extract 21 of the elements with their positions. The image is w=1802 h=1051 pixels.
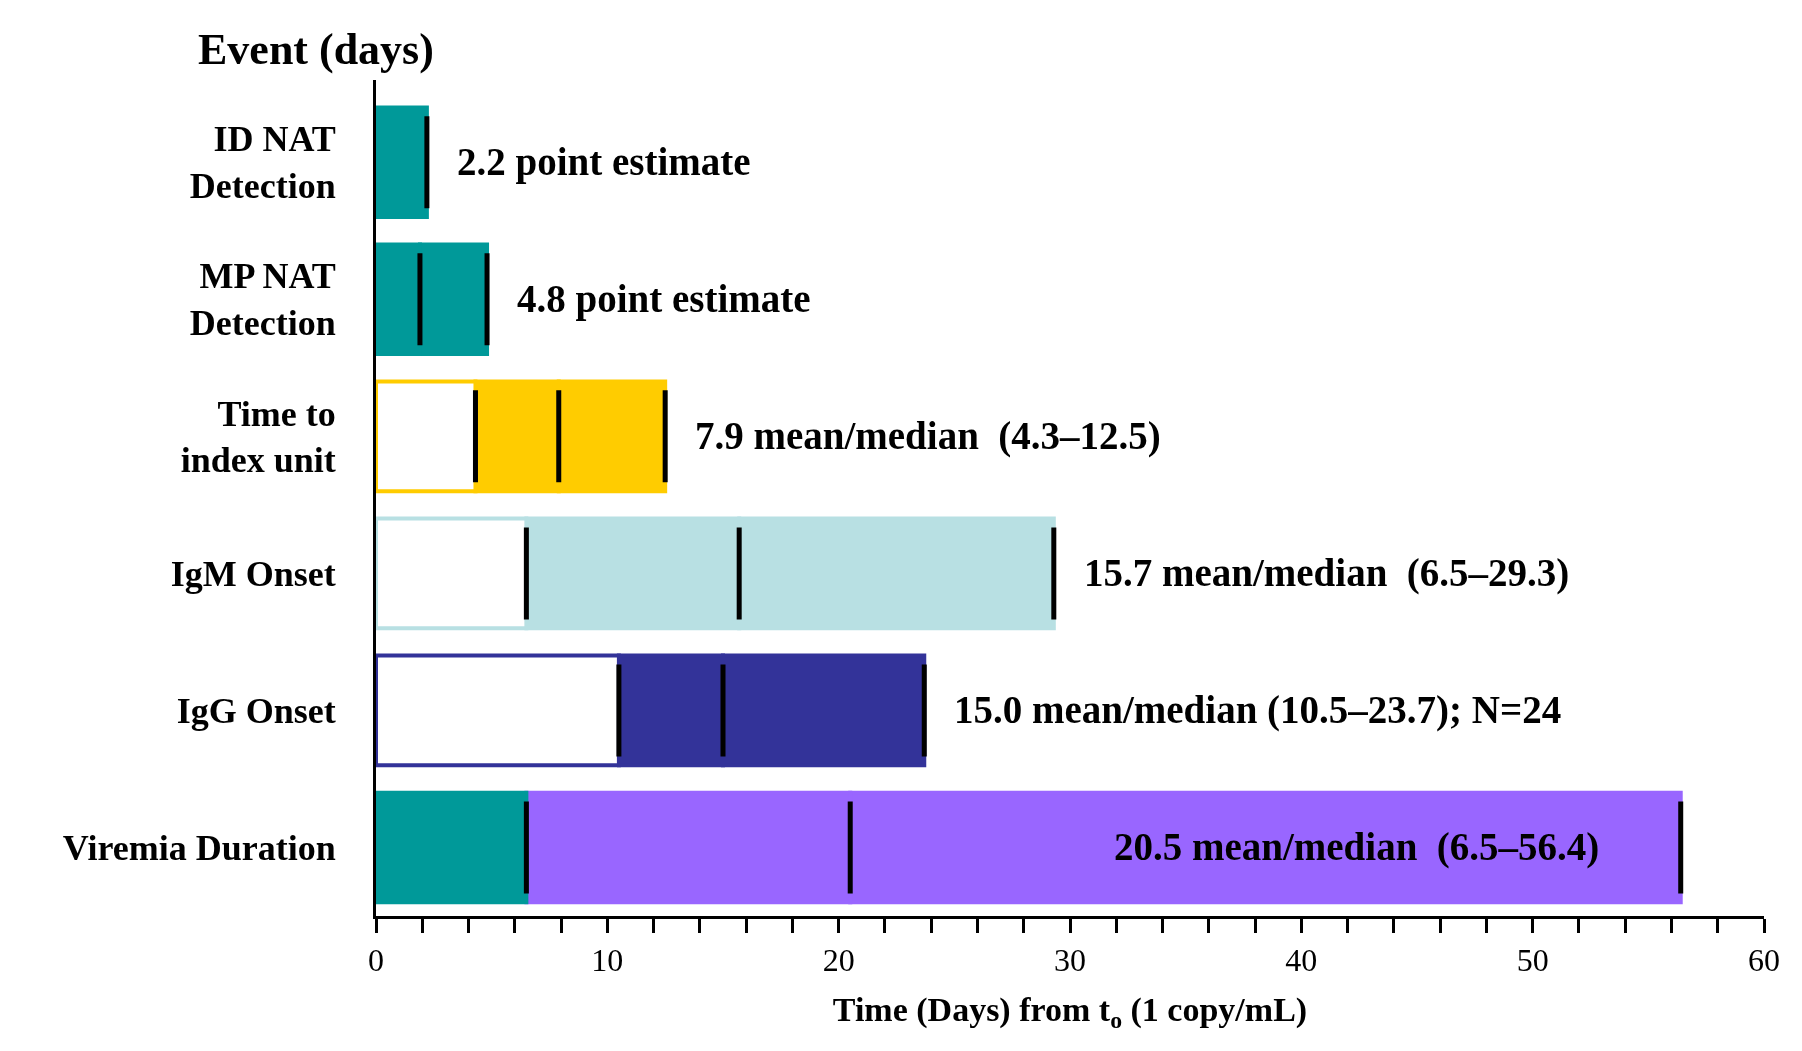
y-tick-label: IgM Onset bbox=[170, 553, 336, 594]
x-axis-title: Time (Days) from t$_{o}$ (1 copy/mL) bbox=[832, 990, 1308, 1033]
annotation: 7.9 mean/median (4.3–12.5) bbox=[695, 414, 1161, 458]
x-tick-label: 30 bbox=[1054, 942, 1086, 979]
y-tick-label: Time to index unit bbox=[180, 393, 336, 481]
y-tick-label: MP NAT Detection bbox=[189, 256, 336, 344]
x-tick-label: 10 bbox=[591, 942, 624, 979]
annotation: 15.0 mean/median (10.5–23.7); N=24 bbox=[954, 688, 1562, 732]
x-tick-label: 60 bbox=[1748, 942, 1780, 979]
x-tick-label: 40 bbox=[1285, 942, 1318, 979]
x-tick-label: 0 bbox=[368, 942, 384, 979]
x-tick-label: 20 bbox=[822, 942, 855, 979]
y-tick-label: ID NAT Detection bbox=[189, 119, 336, 207]
annotation: 15.7 mean/median (6.5–29.3) bbox=[1084, 551, 1570, 595]
y-tick-label: Viremia Duration bbox=[62, 828, 336, 869]
annotation: 20.5 mean/median (6.5–56.4) bbox=[1114, 825, 1600, 869]
y-tick-label: IgG Onset bbox=[176, 691, 336, 732]
x-tick-label: 50 bbox=[1516, 942, 1549, 979]
annotation: 4.8 point estimate bbox=[517, 277, 811, 321]
y-axis-title: Event (days) bbox=[198, 25, 434, 74]
annotation: 2.2 point estimate bbox=[457, 140, 751, 184]
